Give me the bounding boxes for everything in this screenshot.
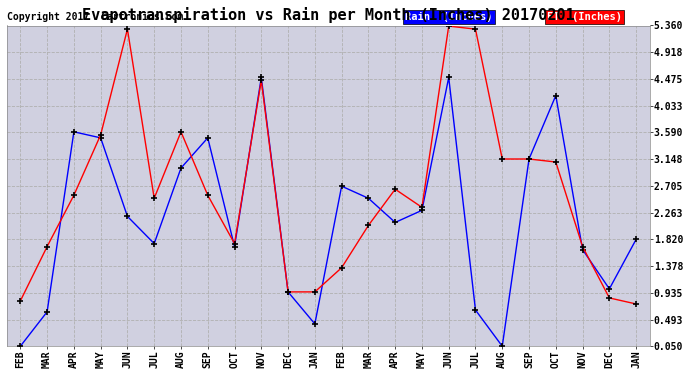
Text: ET  (Inches): ET (Inches)	[546, 12, 622, 22]
Title: Evapotranspiration vs Rain per Month (Inches) 20170201: Evapotranspiration vs Rain per Month (In…	[82, 7, 575, 23]
Text: Copyright 2017  Cartronics.com: Copyright 2017 Cartronics.com	[7, 12, 183, 22]
Text: Rain  (Inches): Rain (Inches)	[405, 12, 493, 22]
